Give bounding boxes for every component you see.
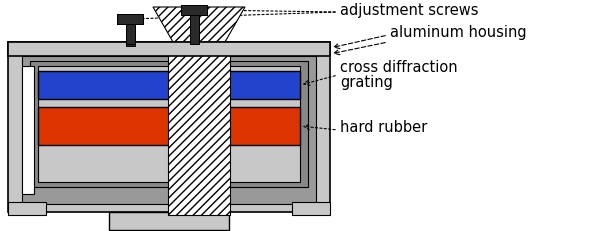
- Bar: [190, 15, 199, 37]
- Text: grating: grating: [340, 75, 393, 89]
- Bar: [292, 202, 330, 215]
- Bar: [117, 14, 143, 24]
- Bar: [38, 66, 300, 182]
- Bar: [126, 24, 135, 44]
- Text: cross diffraction: cross diffraction: [340, 61, 458, 76]
- Text: adjustment screws: adjustment screws: [340, 3, 479, 18]
- Bar: [8, 42, 330, 56]
- Bar: [30, 61, 308, 187]
- Bar: [38, 71, 300, 99]
- Bar: [168, 42, 230, 215]
- Bar: [8, 42, 330, 212]
- Bar: [181, 5, 207, 15]
- Bar: [117, 14, 143, 24]
- Bar: [190, 15, 199, 44]
- Text: hard rubber: hard rubber: [340, 121, 427, 136]
- Bar: [22, 56, 316, 204]
- Bar: [181, 5, 207, 15]
- Text: aluminum housing: aluminum housing: [390, 24, 527, 40]
- Bar: [22, 66, 34, 194]
- Bar: [8, 202, 46, 215]
- Polygon shape: [153, 7, 245, 42]
- Bar: [109, 212, 229, 230]
- Bar: [126, 24, 135, 46]
- Bar: [38, 107, 300, 145]
